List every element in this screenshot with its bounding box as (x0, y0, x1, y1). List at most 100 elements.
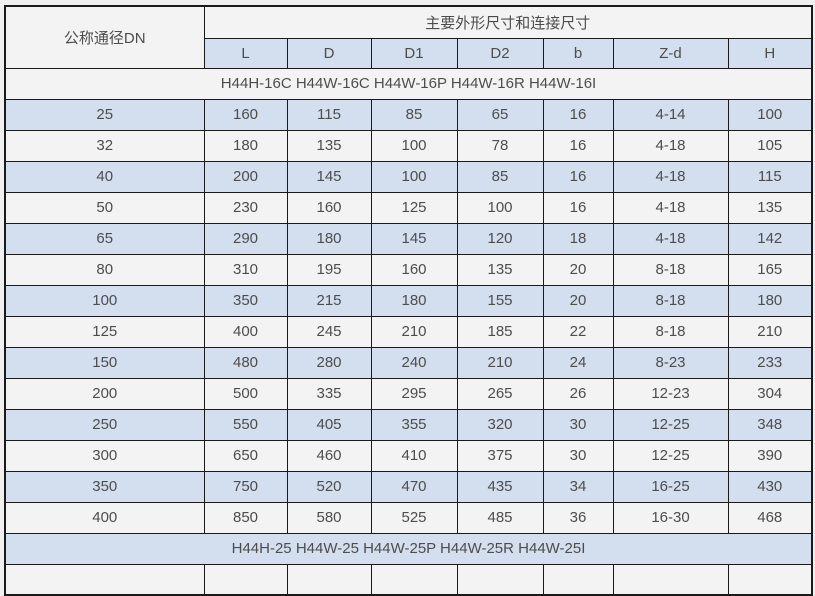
empty-cell (456, 563, 544, 596)
dimension-value-cell: 85 (370, 98, 458, 131)
dn-value-cell: 25 (4, 98, 205, 131)
empty-cell (370, 563, 458, 596)
empty-cell (542, 563, 614, 596)
dimension-value-cell: 580 (286, 501, 372, 534)
dimension-value-cell: 350 (203, 284, 288, 317)
dimension-value-cell: 290 (203, 222, 288, 255)
dimension-value-cell: 435 (456, 470, 544, 503)
dimension-value-cell: 16 (542, 98, 614, 131)
dimension-value-cell: 215 (286, 284, 372, 317)
table-row-dn-100: 100 350 215 180 155 20 8-18 180 (4, 284, 813, 317)
dn-value-cell: 32 (4, 129, 205, 162)
dimension-value-cell: 8-18 (612, 315, 729, 348)
table-row-dn-32: 32 180 135 100 78 16 4-18 105 (4, 129, 813, 162)
column-header-d1: D1 (370, 37, 458, 69)
dimension-value-cell: 115 (286, 98, 372, 131)
dimension-value-cell: 4-14 (612, 98, 729, 131)
table-row-dn-25: 25 160 115 85 65 16 4-14 100 (4, 98, 813, 131)
dimension-value-cell: 295 (370, 377, 458, 410)
dimension-value-cell: 240 (370, 346, 458, 379)
dimension-value-cell: 120 (456, 222, 544, 255)
dimension-value-cell: 180 (203, 129, 288, 162)
column-header-h: H (727, 37, 813, 69)
dimension-value-cell: 16 (542, 129, 614, 162)
model-group-row-pn25: H44H-25 H44W-25 H44W-25P H44W-25R H44W-2… (4, 532, 813, 565)
dimension-value-cell: 390 (727, 439, 813, 472)
dimension-value-cell: 142 (727, 222, 813, 255)
table-row-dn-150: 150 480 280 240 210 24 8-23 233 (4, 346, 813, 379)
dimension-value-cell: 8-18 (612, 253, 729, 286)
dimension-value-cell: 20 (542, 284, 614, 317)
header-row-main: 公称通径DN 主要外形尺寸和连接尺寸 (4, 5, 813, 69)
dimension-value-cell: 195 (286, 253, 372, 286)
dimension-value-cell: 16-25 (612, 470, 729, 503)
dimension-value-cell: 850 (203, 501, 288, 534)
model-group-label-pn16: H44H-16C H44W-16C H44W-16P H44W-16R H44W… (4, 67, 813, 100)
dimension-value-cell: 8-23 (612, 346, 729, 379)
dimension-value-cell: 16-30 (612, 501, 729, 534)
dimension-value-cell: 105 (727, 129, 813, 162)
dimension-value-cell: 8-18 (612, 284, 729, 317)
dimension-value-cell: 405 (286, 408, 372, 441)
dimension-value-cell: 230 (203, 191, 288, 224)
dn-value-cell: 100 (4, 284, 205, 317)
dimension-value-cell: 26 (542, 377, 614, 410)
dimension-value-cell: 34 (542, 470, 614, 503)
column-header-z-d: Z-d (612, 37, 729, 69)
dimension-value-cell: 375 (456, 439, 544, 472)
table-row-dn-300: 300 650 460 410 375 30 12-25 390 (4, 439, 813, 472)
corner-header-dn: 公称通径DN (4, 5, 205, 69)
dimension-value-cell: 145 (370, 222, 458, 255)
dimension-value-cell: 4-18 (612, 222, 729, 255)
empty-cell (203, 563, 288, 596)
dimension-value-cell: 185 (456, 315, 544, 348)
dn-value-cell: 150 (4, 346, 205, 379)
dimension-value-cell: 320 (456, 408, 544, 441)
table-row-dn-350: 350 750 520 470 435 34 16-25 430 (4, 470, 813, 503)
main-header-dimensions: 主要外形尺寸和连接尺寸 (203, 5, 813, 39)
dimension-value-cell: 115 (727, 160, 813, 193)
dimension-value-cell: 355 (370, 408, 458, 441)
dn-value-cell: 400 (4, 501, 205, 534)
dimension-value-cell: 100 (370, 129, 458, 162)
dimension-value-cell: 430 (727, 470, 813, 503)
dimension-value-cell: 85 (456, 160, 544, 193)
dimension-value-cell: 4-18 (612, 160, 729, 193)
column-header-l: L (203, 37, 288, 69)
dimension-value-cell: 135 (456, 253, 544, 286)
table-row-dn-125: 125 400 245 210 185 22 8-18 210 (4, 315, 813, 348)
empty-cell (727, 563, 813, 596)
dimension-value-cell: 30 (542, 439, 614, 472)
dimension-value-cell: 500 (203, 377, 288, 410)
dimension-value-cell: 65 (456, 98, 544, 131)
dimension-value-cell: 200 (203, 160, 288, 193)
table-row-dn-80: 80 310 195 160 135 20 8-18 165 (4, 253, 813, 286)
dn-value-cell: 350 (4, 470, 205, 503)
dimension-value-cell: 750 (203, 470, 288, 503)
dimension-value-cell: 400 (203, 315, 288, 348)
dimension-value-cell: 335 (286, 377, 372, 410)
dimension-value-cell: 16 (542, 160, 614, 193)
dimension-value-cell: 18 (542, 222, 614, 255)
dimension-value-cell: 233 (727, 346, 813, 379)
dimension-value-cell: 160 (286, 191, 372, 224)
header-row-columns: L D D1 D2 b Z-d H (5, 37, 813, 69)
dimension-value-cell: 180 (727, 284, 813, 317)
dn-value-cell: 300 (4, 439, 205, 472)
dimension-value-cell: 210 (370, 315, 458, 348)
dimension-value-cell: 16 (542, 191, 614, 224)
dimension-value-cell: 78 (456, 129, 544, 162)
dimension-value-cell: 160 (203, 98, 288, 131)
table-row-dn-40: 40 200 145 100 85 16 4-18 115 (4, 160, 813, 193)
model-group-label-pn25: H44H-25 H44W-25 H44W-25P H44W-25R H44W-2… (4, 532, 813, 565)
dimension-value-cell: 125 (370, 191, 458, 224)
column-header-b: b (542, 37, 614, 69)
dimension-value-cell: 468 (727, 501, 813, 534)
dimension-value-cell: 4-18 (612, 191, 729, 224)
dimension-value-cell: 550 (203, 408, 288, 441)
dimension-value-cell: 280 (286, 346, 372, 379)
empty-cell (286, 563, 372, 596)
dimension-value-cell: 12-25 (612, 439, 729, 472)
dimension-value-cell: 210 (727, 315, 813, 348)
dimension-value-cell: 348 (727, 408, 813, 441)
